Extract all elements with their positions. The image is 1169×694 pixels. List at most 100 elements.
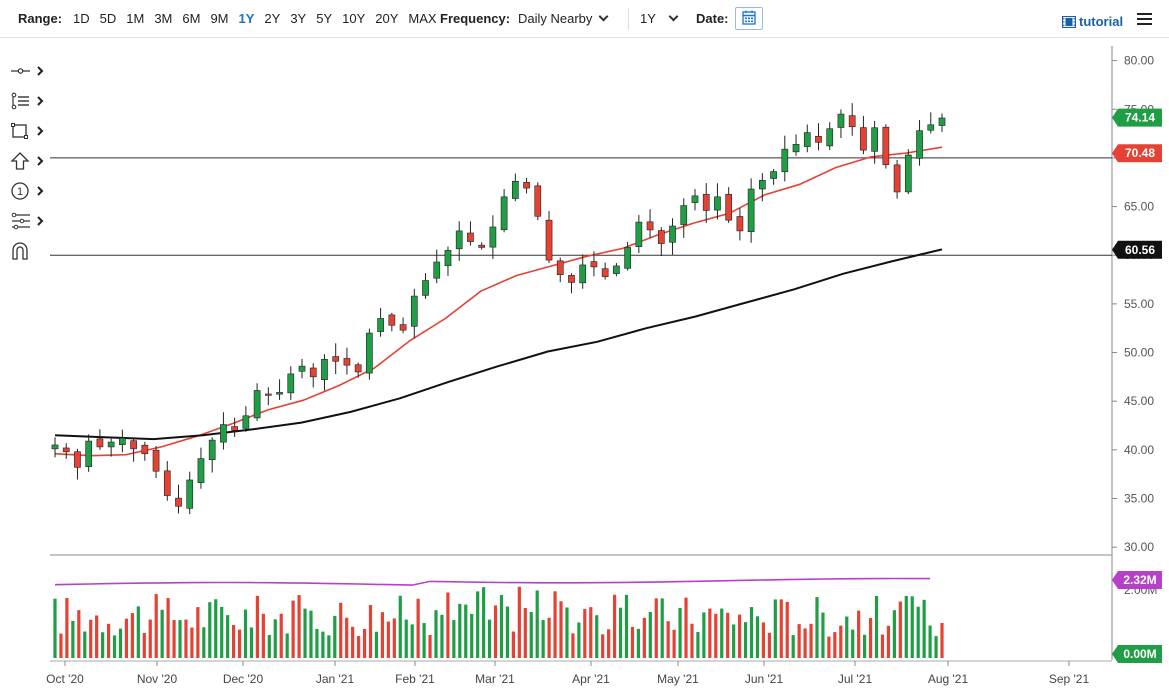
volume-bar <box>779 599 783 658</box>
volume-bar <box>77 610 81 658</box>
candle-down <box>130 440 137 450</box>
candle-down <box>657 230 665 244</box>
candle-up <box>422 280 429 296</box>
volume-bar <box>148 619 152 658</box>
tool-annotation[interactable]: 1 <box>8 176 50 206</box>
candle-up <box>500 196 508 231</box>
x-tick-label: Jul '21 <box>838 672 873 686</box>
range-button-10y[interactable]: 10Y <box>342 11 366 26</box>
x-tick-label: Mar '21 <box>475 672 515 686</box>
volume-bar <box>446 592 450 658</box>
period-select[interactable]: 1Y <box>640 11 679 26</box>
candle-down <box>815 136 822 143</box>
volume-bar <box>160 609 164 658</box>
volume-bar <box>214 599 218 658</box>
candle-down <box>175 497 182 507</box>
volume-bar <box>118 628 123 658</box>
volume-bar <box>482 587 486 658</box>
price-label-badge <box>1112 144 1162 163</box>
price-chart[interactable]: 30.0035.0040.0045.0050.0055.0060.0065.00… <box>0 38 1169 694</box>
volume-bar <box>505 606 510 658</box>
range-button-max[interactable]: MAX <box>408 11 437 26</box>
horizontal-lines <box>50 157 1112 256</box>
price-label-text: 70.48 <box>1125 146 1155 160</box>
volume-bar <box>196 607 200 658</box>
candle-up <box>455 230 463 250</box>
ma200-line <box>54 248 943 441</box>
volume-bar <box>618 607 623 658</box>
volume-bar <box>666 621 670 658</box>
y-tick-label: 55.00 <box>1124 297 1154 311</box>
candle-down <box>860 127 867 151</box>
volume-bar <box>809 623 813 658</box>
volume-bar <box>291 600 295 658</box>
volume-bar <box>636 628 640 658</box>
candle-up <box>759 179 766 190</box>
tool-trend-line[interactable] <box>8 86 50 116</box>
candle-down <box>96 438 104 448</box>
range-button-20y[interactable]: 20Y <box>375 11 399 26</box>
volume-bar <box>470 613 474 658</box>
x-axis-ticks: Oct '20 Nov '20 Dec '20 Jan '21 Feb '21 Mar '… <box>46 661 1089 686</box>
volume-bar <box>791 635 795 658</box>
volume-bar <box>237 629 242 658</box>
y-tick-label: 30.00 <box>1124 540 1154 554</box>
volume-bar <box>345 617 349 658</box>
x-tick-label: Oct '20 <box>46 672 84 686</box>
volume-bar <box>886 625 891 658</box>
range-button-3m[interactable]: 3M <box>154 11 173 26</box>
annotation-number-icon: 1 <box>11 182 44 200</box>
volume-bar <box>785 601 789 658</box>
candle-down <box>141 444 149 455</box>
tool-arrow[interactable] <box>8 146 50 176</box>
volume-bar <box>577 622 581 658</box>
tool-magnet[interactable] <box>8 236 50 266</box>
trend-line-icon <box>11 92 44 110</box>
rectangle-icon <box>11 123 44 139</box>
range-button-9m[interactable]: 9M <box>210 11 229 26</box>
range-button-1m[interactable]: 1M <box>126 11 145 26</box>
volume-bar <box>303 608 307 658</box>
candle-up <box>624 247 631 269</box>
volume-bar <box>315 628 319 658</box>
volume-bar <box>487 619 492 658</box>
volume-bar <box>333 615 337 658</box>
candle-down <box>646 221 654 231</box>
volume-bar <box>339 602 343 658</box>
volume-bar <box>327 635 331 658</box>
x-tick-label: Aug '21 <box>928 672 969 686</box>
candle-up <box>321 359 328 381</box>
volume-bar <box>321 631 325 658</box>
candle-down <box>882 126 890 166</box>
y-tick-label: 65.00 <box>1124 200 1154 214</box>
hamburger-menu-icon[interactable] <box>1137 13 1152 25</box>
tool-crosshair[interactable] <box>8 56 50 86</box>
range-button-1y[interactable]: 1Y <box>238 11 255 26</box>
volume-bar <box>761 622 766 658</box>
range-button-3y[interactable]: 3Y <box>290 11 307 26</box>
candle-up <box>298 365 306 372</box>
volume-bar <box>928 625 932 658</box>
candle-up <box>511 180 519 199</box>
tutorial-link[interactable]: tutorial <box>1062 14 1123 29</box>
frequency-select[interactable]: Daily Nearby <box>518 11 609 26</box>
range-button-5y[interactable]: 5Y <box>316 11 333 26</box>
chart-area[interactable]: 30.0035.0040.0045.0050.0055.0060.0065.00… <box>0 38 1169 694</box>
date-picker-button[interactable] <box>735 7 763 30</box>
volume-bar <box>231 624 236 658</box>
volume-bar <box>351 626 355 658</box>
range-button-6m[interactable]: 6M <box>182 11 201 26</box>
fibonacci-icon <box>11 212 44 230</box>
volume-bar <box>523 608 527 658</box>
x-tick-label: Jan '21 <box>316 672 355 686</box>
divider <box>628 8 629 30</box>
volume-bar <box>827 636 831 658</box>
range-button-5d[interactable]: 5D <box>99 11 117 26</box>
tool-rectangle[interactable] <box>8 116 50 146</box>
candle-up <box>444 250 452 267</box>
volume-bar <box>297 595 301 658</box>
range-button-1d[interactable]: 1D <box>73 11 90 26</box>
range-button-2y[interactable]: 2Y <box>264 11 281 26</box>
tool-fibonacci[interactable] <box>8 206 50 236</box>
candle-down <box>399 324 407 331</box>
